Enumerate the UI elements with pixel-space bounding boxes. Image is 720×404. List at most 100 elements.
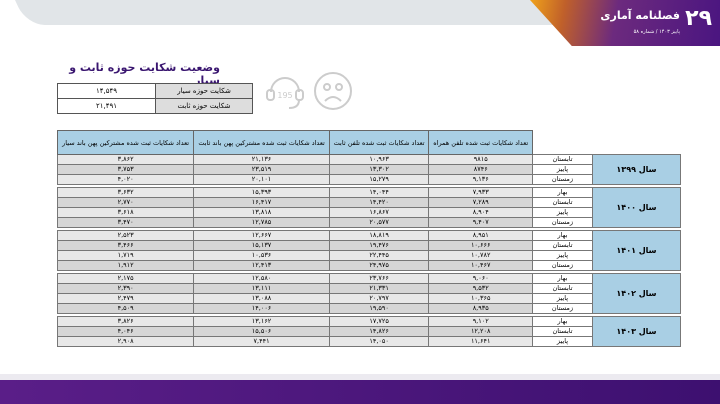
year-cell: سال ۱۴۰۳ — [592, 316, 681, 347]
value-cell: ۳,۴۶۶ — [56, 240, 195, 251]
value-cell: ۱۳,۱۱۱ — [193, 283, 330, 294]
value-cell: ۱۴,۰۰۶ — [193, 303, 330, 314]
value-cell: ۳,۷۵۳ — [56, 164, 195, 175]
table-row: تابستان ۹,۵۳۲ ۲۱,۳۳۱ ۱۳,۱۱۱ ۲,۳۹۰ — [56, 283, 681, 294]
value-cell: ۱۵,۵۰۶ — [193, 326, 330, 337]
season-cell: زمستان — [532, 217, 593, 228]
value-cell: ۱,۹۱۲ — [56, 260, 195, 271]
value-cell: ۳,۸۶۲ — [56, 154, 195, 165]
value-cell: ۱۳,۰۸۸ — [193, 293, 330, 304]
header-mobile-broadband: تعداد شکایات ثبت شده مشترکین پهن باند سی… — [56, 130, 195, 155]
summary-row: شکایت حوزه سیار ۱۴,۵۴۹ — [57, 83, 253, 99]
table-row: سال ۱۳۹۹ تابستان ۹۸۱۵ ۱۰,۹۶۳ ۲۱,۱۳۶ ۳,۸۶۲ — [56, 154, 681, 185]
headset-195-icon: 195 — [266, 77, 304, 109]
value-cell: ۹,۵۳۲ — [428, 283, 533, 294]
value-cell: ۸,۹۵۱ — [428, 230, 533, 241]
value-cell: ۱۸,۸۱۹ — [328, 230, 430, 241]
season-cell: تابستان — [532, 283, 593, 294]
value-cell: ۸۷۴۶ — [428, 164, 533, 175]
season-cell: پاییز — [532, 164, 593, 175]
value-cell: ۱۲,۷۸۵ — [193, 217, 330, 228]
group-gap — [57, 270, 681, 274]
publication-title: فصلنامه آماری — [600, 9, 680, 22]
summary-value: ۱۴,۵۴۹ — [57, 83, 156, 99]
group-gap — [57, 227, 681, 231]
season-cell: بهار — [532, 273, 593, 284]
season-cell: تابستان — [532, 240, 593, 251]
svg-text:195: 195 — [277, 91, 292, 100]
gap-cell — [57, 227, 681, 231]
season-cell: پاییز — [532, 207, 593, 218]
value-cell: ۱۰,۴۶۷ — [428, 260, 533, 271]
value-cell: ۱۲,۶۶۷ — [193, 230, 330, 241]
season-cell: زمستان — [532, 174, 593, 185]
value-cell: ۱۰,۷۸۲ — [428, 250, 533, 261]
value-cell: ۱۶,۸۶۷ — [328, 207, 430, 218]
value-cell: ۱۲,۵۸۰ — [193, 273, 330, 284]
header-fixed-line: تعداد شکایات ثبت شده تلفن ثابت — [328, 130, 430, 155]
value-cell: ۴,۰۴۶ — [56, 326, 195, 337]
value-cell: ۱۳,۳۰۲ — [328, 164, 430, 175]
table-row: تابستان ۷,۲۸۹ ۱۴,۴۲۰ ۱۶,۴۱۷ ۲,۷۷۰ — [56, 197, 681, 208]
table-row: زمستان ۸,۹۳۵ ۱۹,۵۹۰ ۱۴,۰۰۶ ۴,۵۰۹ — [56, 303, 681, 314]
value-cell: ۲۱,۱۳۶ — [193, 154, 330, 165]
value-cell: ۳,۶۱۸ — [56, 207, 195, 218]
publication-header: ۲۹ فصلنامه آماری پاییز ۱۴۰۳ / شماره ۵۸ — [530, 0, 720, 46]
summary-value: ۲۱,۴۹۱ — [57, 98, 156, 114]
value-cell: ۲,۵۲۳ — [56, 230, 195, 241]
season-cell: پاییز — [532, 293, 593, 304]
table-row: پاییز ۱۰,۳۶۵ ۲۰,۷۹۷ ۱۳,۰۸۸ ۲,۴۷۹ — [56, 293, 681, 304]
blank-header — [533, 131, 593, 155]
value-cell: ۱۰,۳۶۵ — [428, 293, 533, 304]
table-row: پاییز ۱۰,۷۸۲ ۲۲,۴۴۵ ۱۰,۵۳۶ ۱,۷۱۹ — [56, 250, 681, 261]
value-cell: ۱۳,۸۱۸ — [193, 207, 330, 218]
value-cell: ۱۴,۰۴۴ — [328, 187, 430, 198]
value-cell: ۷,۹۳۳ — [428, 187, 533, 198]
blank-header — [593, 131, 681, 155]
year-cell: سال ۱۴۰۱ — [592, 230, 681, 271]
season-cell: زمستان — [532, 260, 593, 271]
season-cell: بهار — [532, 230, 593, 241]
season-cell: بهار — [532, 187, 593, 198]
value-cell: ۱۵,۲۷۹ — [328, 174, 430, 185]
value-cell: ۴,۵۰۹ — [56, 303, 195, 314]
footer-band — [0, 374, 720, 404]
value-cell: ۲۰,۷۹۷ — [328, 293, 430, 304]
header-mobile: تعداد شکایات ثبت شده تلفن همراه — [428, 130, 533, 155]
table-row: زمستان ۹,۴۰۷ ۲۰,۵۷۷ ۱۲,۷۸۵ ۳,۴۷۰ — [56, 217, 681, 228]
table-row: زمستان ۱۰,۴۶۷ ۲۴,۹۷۵ ۱۲,۴۱۳ ۱,۹۱۲ — [56, 260, 681, 271]
summary-row: شکایت حوزه ثابت ۲۱,۴۹۱ — [57, 98, 253, 114]
value-cell: ۸,۹۰۴ — [428, 207, 533, 218]
value-cell: ۱۴,۴۲۰ — [328, 197, 430, 208]
value-cell: ۹,۰۶۰ — [428, 273, 533, 284]
value-cell: ۹,۱۰۲ — [428, 316, 533, 327]
icons-group: 195 — [266, 72, 352, 110]
group-gap — [57, 184, 681, 188]
value-cell: ۱۳,۱۶۲ — [193, 316, 330, 327]
season-cell: زمستان — [532, 303, 593, 314]
summary-label: شکایت حوزه ثابت — [155, 98, 253, 114]
value-cell: ۲۴,۹۷۵ — [328, 260, 430, 271]
gap-cell — [57, 270, 681, 274]
value-cell: ۷,۲۸۹ — [428, 197, 533, 208]
value-cell: ۱۲,۴۱۳ — [193, 260, 330, 271]
table-header-row: تعداد شکایات ثبت شده تلفن همراه تعداد شک… — [56, 130, 681, 155]
top-banner — [15, 0, 587, 25]
table-row: سال ۱۴۰۲ بهار ۹,۰۶۰ ۲۳,۷۶۶ ۱۲,۵۸۰ ۲,۱۷۵ — [56, 273, 681, 314]
complaints-table: تعداد شکایات ثبت شده تلفن همراه تعداد شک… — [56, 130, 681, 347]
value-cell: ۲۳,۵۱۹ — [193, 164, 330, 175]
table-row: پاییز ۸,۹۰۴ ۱۶,۸۶۷ ۱۳,۸۱۸ ۳,۶۱۸ — [56, 207, 681, 218]
season-cell: پاییز — [532, 250, 593, 261]
value-cell: ۳,۸۲۶ — [56, 316, 195, 327]
gap-cell — [57, 184, 681, 188]
value-cell: ۱۲,۲۰۸ — [428, 326, 533, 337]
sad-face-icon — [314, 72, 352, 110]
season-cell: بهار — [532, 316, 593, 327]
table-row: سال ۱۴۰۱ بهار ۸,۹۵۱ ۱۸,۸۱۹ ۱۲,۶۶۷ ۲,۵۲۳ — [56, 230, 681, 271]
header-fixed-broadband: تعداد شکایات ثبت شده مشترکین پهن باند ثا… — [193, 130, 330, 155]
table-row: تابستان ۱۰,۶۶۶ ۱۹,۴۷۶ ۱۵,۱۳۷ ۳,۴۶۶ — [56, 240, 681, 251]
value-cell: ۲۰,۱۰۱ — [193, 174, 330, 185]
value-cell: ۲,۹۰۸ — [56, 336, 195, 347]
value-cell: ۱۴,۸۲۶ — [328, 326, 430, 337]
value-cell: ۴,۰۲۰ — [56, 174, 195, 185]
